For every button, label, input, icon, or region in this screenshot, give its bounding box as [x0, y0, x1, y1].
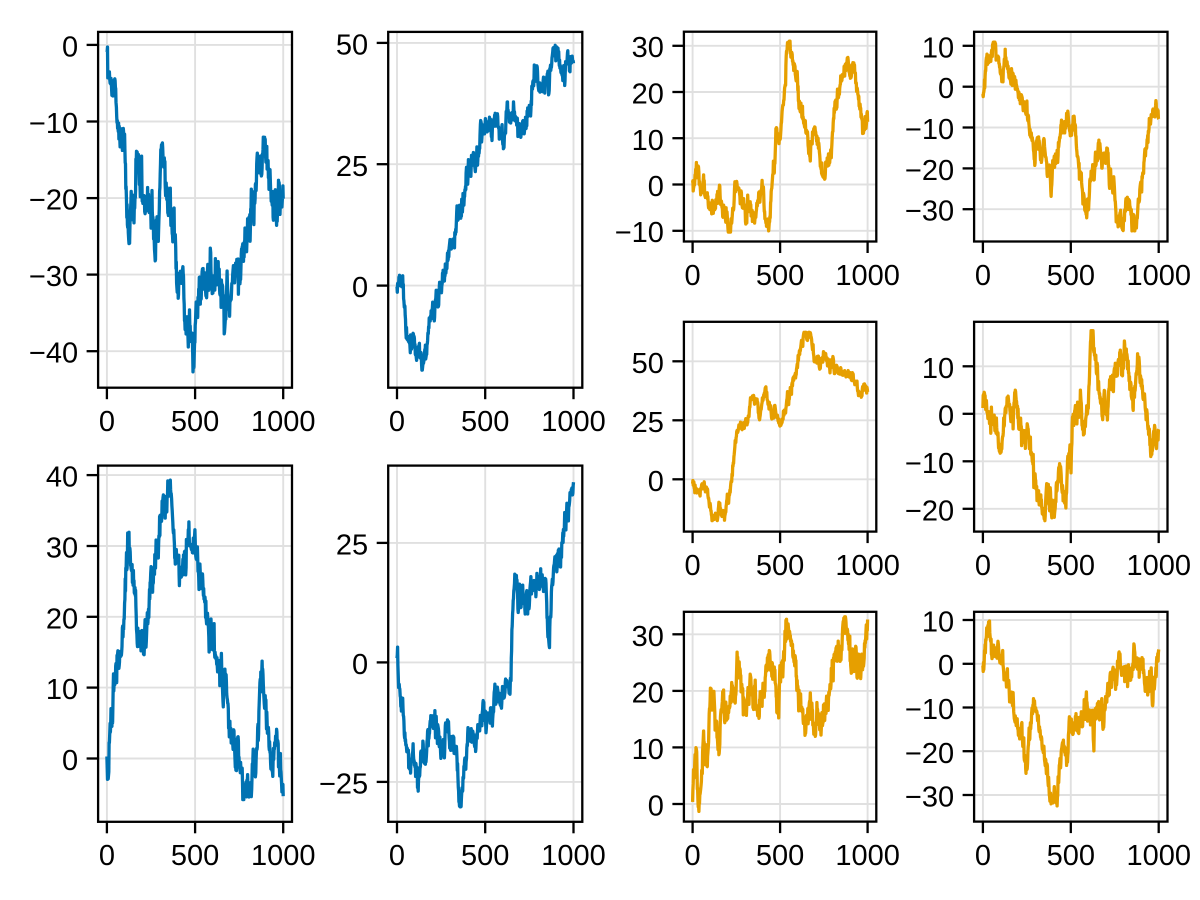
svg-text:500: 500: [756, 260, 804, 292]
svg-text:30: 30: [632, 32, 664, 64]
svg-text:500: 500: [756, 550, 804, 582]
svg-text:−30: −30: [29, 261, 78, 293]
svg-text:0: 0: [99, 406, 115, 438]
svg-text:10: 10: [922, 607, 954, 639]
svg-text:10: 10: [632, 125, 664, 157]
svg-text:1000: 1000: [835, 260, 900, 292]
svg-text:−40: −40: [29, 338, 78, 370]
svg-text:0: 0: [975, 260, 991, 292]
svg-text:−10: −10: [905, 114, 954, 146]
svg-text:−30: −30: [905, 196, 954, 228]
svg-text:10: 10: [922, 353, 954, 385]
svg-text:500: 500: [1047, 840, 1095, 872]
svg-text:0: 0: [975, 840, 991, 872]
svg-text:0: 0: [938, 650, 954, 682]
svg-text:1000: 1000: [251, 840, 316, 872]
svg-text:−30: −30: [905, 782, 954, 814]
svg-text:10: 10: [922, 32, 954, 64]
svg-text:−10: −10: [615, 217, 664, 249]
svg-text:20: 20: [46, 603, 78, 635]
svg-text:1000: 1000: [1126, 550, 1191, 582]
svg-text:1000: 1000: [1126, 260, 1191, 292]
svg-text:500: 500: [171, 406, 219, 438]
svg-text:−10: −10: [29, 108, 78, 140]
svg-text:−20: −20: [905, 495, 954, 527]
svg-text:0: 0: [648, 171, 664, 203]
svg-text:0: 0: [62, 31, 78, 63]
svg-text:0: 0: [685, 550, 701, 582]
svg-text:50: 50: [336, 29, 368, 61]
svg-text:0: 0: [648, 466, 664, 498]
svg-text:0: 0: [352, 649, 368, 681]
svg-text:−20: −20: [905, 738, 954, 770]
svg-text:0: 0: [352, 272, 368, 304]
svg-text:1000: 1000: [251, 406, 316, 438]
svg-text:500: 500: [756, 840, 804, 872]
svg-text:0: 0: [685, 260, 701, 292]
svg-text:500: 500: [461, 406, 509, 438]
svg-text:500: 500: [1047, 260, 1095, 292]
svg-text:10: 10: [632, 734, 664, 766]
svg-text:0: 0: [99, 840, 115, 872]
svg-text:10: 10: [46, 674, 78, 706]
svg-text:0: 0: [389, 840, 405, 872]
svg-text:0: 0: [685, 840, 701, 872]
svg-text:1000: 1000: [541, 840, 606, 872]
svg-text:25: 25: [632, 407, 664, 439]
svg-text:−20: −20: [905, 155, 954, 187]
svg-text:40: 40: [46, 462, 78, 494]
svg-text:0: 0: [975, 550, 991, 582]
svg-text:30: 30: [632, 621, 664, 653]
svg-text:500: 500: [461, 840, 509, 872]
svg-text:1000: 1000: [835, 550, 900, 582]
svg-text:0: 0: [938, 73, 954, 105]
svg-text:1000: 1000: [835, 840, 900, 872]
svg-text:0: 0: [62, 745, 78, 777]
svg-text:50: 50: [632, 348, 664, 380]
svg-text:25: 25: [336, 529, 368, 561]
svg-text:20: 20: [632, 79, 664, 111]
svg-text:−20: −20: [29, 185, 78, 217]
svg-text:−10: −10: [905, 448, 954, 480]
svg-text:0: 0: [648, 791, 664, 823]
svg-text:500: 500: [1047, 550, 1095, 582]
svg-text:0: 0: [938, 400, 954, 432]
svg-text:20: 20: [632, 677, 664, 709]
svg-text:−25: −25: [319, 768, 368, 800]
svg-text:30: 30: [46, 533, 78, 565]
svg-text:0: 0: [389, 406, 405, 438]
svg-text:1000: 1000: [541, 406, 606, 438]
svg-text:25: 25: [336, 151, 368, 183]
svg-text:500: 500: [171, 840, 219, 872]
svg-text:1000: 1000: [1126, 840, 1191, 872]
svg-text:−10: −10: [905, 694, 954, 726]
